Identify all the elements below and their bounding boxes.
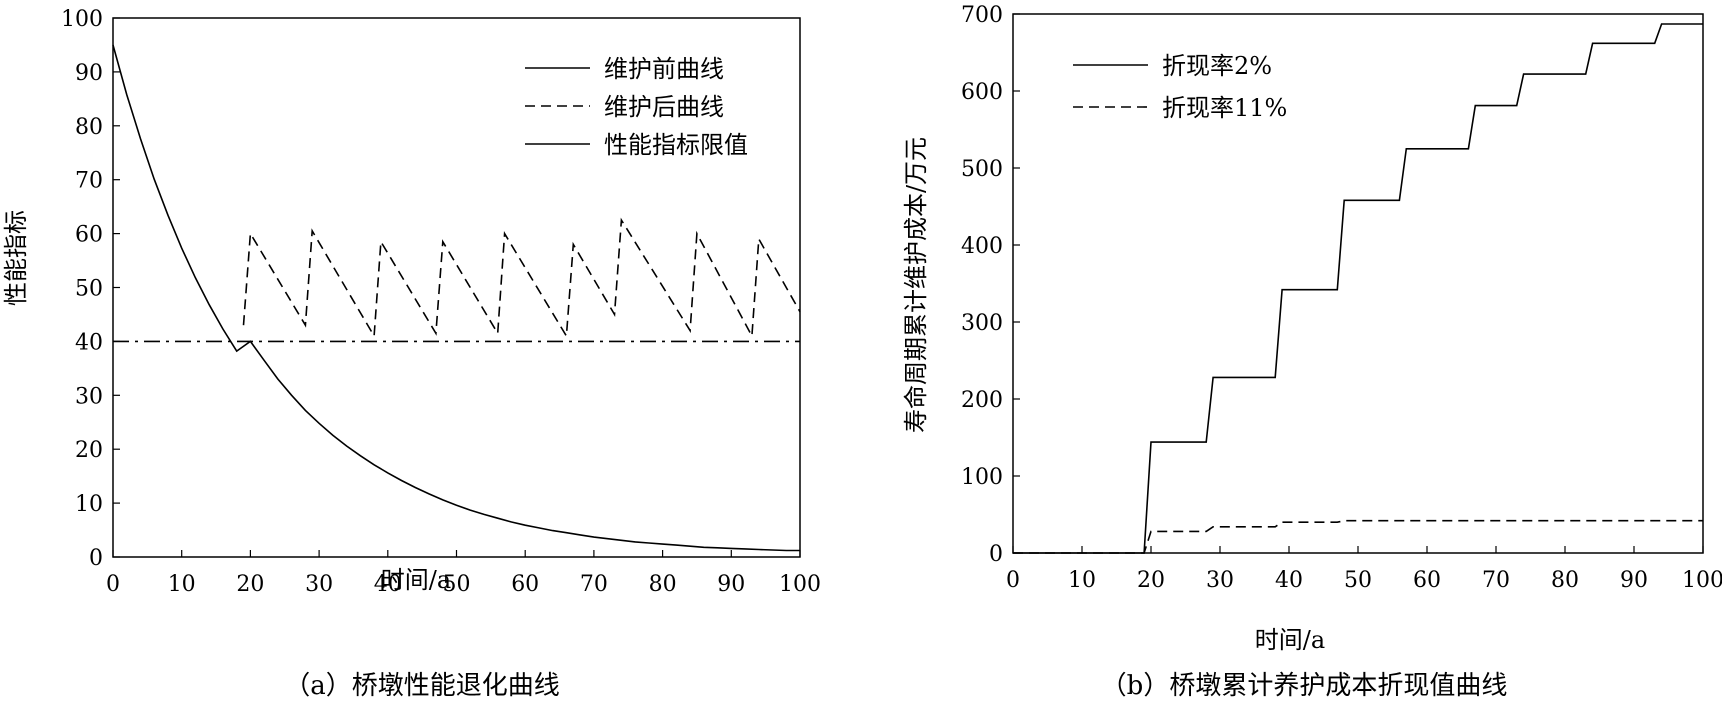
chart-a-x-axis-label: 时间/a	[381, 566, 451, 594]
x-tick-label: 80	[649, 572, 677, 597]
y-tick-label: 400	[961, 234, 1003, 259]
x-tick-label: 50	[1344, 568, 1372, 593]
y-tick-label: 200	[961, 388, 1003, 413]
x-tick-label: 60	[511, 572, 539, 597]
legend-label: 维护后曲线	[604, 93, 724, 121]
x-tick-label: 100	[779, 572, 821, 597]
chart-b-legend: 折现率2% 折现率11%	[1073, 52, 1287, 122]
chart-a-y-ticks: 0 10 20 30 40 50 60 70 80 90 100	[61, 7, 120, 571]
y-tick-label: 10	[75, 492, 103, 517]
chart-b-x-ticks: 0 10 20 30 40 50 60 70 80 90 100	[1006, 546, 1722, 593]
y-tick-label: 20	[75, 438, 103, 463]
x-tick-label: 40	[374, 572, 402, 597]
y-tick-label: 500	[961, 157, 1003, 182]
y-tick-label: 100	[961, 465, 1003, 490]
x-tick-label: 20	[236, 572, 264, 597]
x-tick-label: 20	[1137, 568, 1165, 593]
y-tick-label: 90	[75, 61, 103, 86]
y-tick-label: 0	[989, 542, 1003, 567]
y-tick-label: 100	[61, 7, 103, 32]
series-line	[1013, 519, 1703, 554]
y-tick-label: 50	[75, 277, 103, 302]
x-tick-label: 0	[106, 572, 120, 597]
x-tick-label: 0	[1006, 568, 1020, 593]
x-tick-label: 70	[1482, 568, 1510, 593]
chart-b-plot-frame	[1012, 13, 1704, 554]
chart-b: 0 10 20 30 40 50 60 70 80 90 100 0 100 200 300 400 500 6…	[902, 3, 1722, 701]
legend-label: 性能指标限值	[604, 131, 748, 159]
chart-b-x-axis-label: 时间/a	[1255, 626, 1325, 654]
x-tick-label: 10	[1068, 568, 1096, 593]
x-tick-label: 40	[1275, 568, 1303, 593]
x-tick-label: 90	[1620, 568, 1648, 593]
chart-b-series	[1013, 23, 1703, 554]
x-tick-label: 60	[1413, 568, 1441, 593]
series-line	[112, 44, 800, 552]
chart-a-caption: （a）桥墩性能退化曲线	[284, 671, 560, 701]
legend-label: 折现率11%	[1162, 94, 1287, 122]
chart-a-plot-frame	[112, 17, 801, 558]
x-tick-label: 80	[1551, 568, 1579, 593]
series-line	[242, 217, 801, 339]
y-tick-label: 30	[75, 384, 103, 409]
y-tick-label: 700	[961, 3, 1003, 28]
y-tick-label: 40	[75, 330, 103, 355]
legend-label: 维护前曲线	[604, 55, 724, 83]
x-tick-label: 70	[580, 572, 608, 597]
x-tick-label: 10	[168, 572, 196, 597]
chart-b-caption: （b）桥墩累计养护成本折现值曲线	[1101, 671, 1508, 701]
x-tick-label: 90	[717, 572, 745, 597]
y-tick-label: 300	[961, 311, 1003, 336]
x-tick-label: 30	[1206, 568, 1234, 593]
y-tick-label: 600	[961, 80, 1003, 105]
chart-a-x-ticks: 0 10 20 30 40 50 60 70 80 90 100	[106, 550, 821, 597]
y-tick-label: 70	[75, 169, 103, 194]
y-tick-label: 80	[75, 115, 103, 140]
chart-b-y-ticks: 0 100 200 300 400 500 600 700	[961, 3, 1020, 567]
chart-a-series	[112, 44, 801, 552]
x-tick-label: 50	[443, 572, 471, 597]
y-tick-label: 0	[89, 546, 103, 571]
legend-label: 折现率2%	[1162, 52, 1272, 80]
chart-a: 0 10 20 30 40 50 60 70 80 90 100 0 10 20 30 40 50 60 70 80…	[2, 7, 821, 701]
chart-b-y-axis-label: 寿命周期累计维护成本/万元	[902, 137, 930, 433]
series-line	[1013, 23, 1703, 554]
y-tick-label: 60	[75, 223, 103, 248]
x-tick-label: 30	[305, 572, 333, 597]
x-tick-label: 100	[1682, 568, 1722, 593]
chart-a-y-axis-label: 性能指标	[2, 210, 30, 306]
